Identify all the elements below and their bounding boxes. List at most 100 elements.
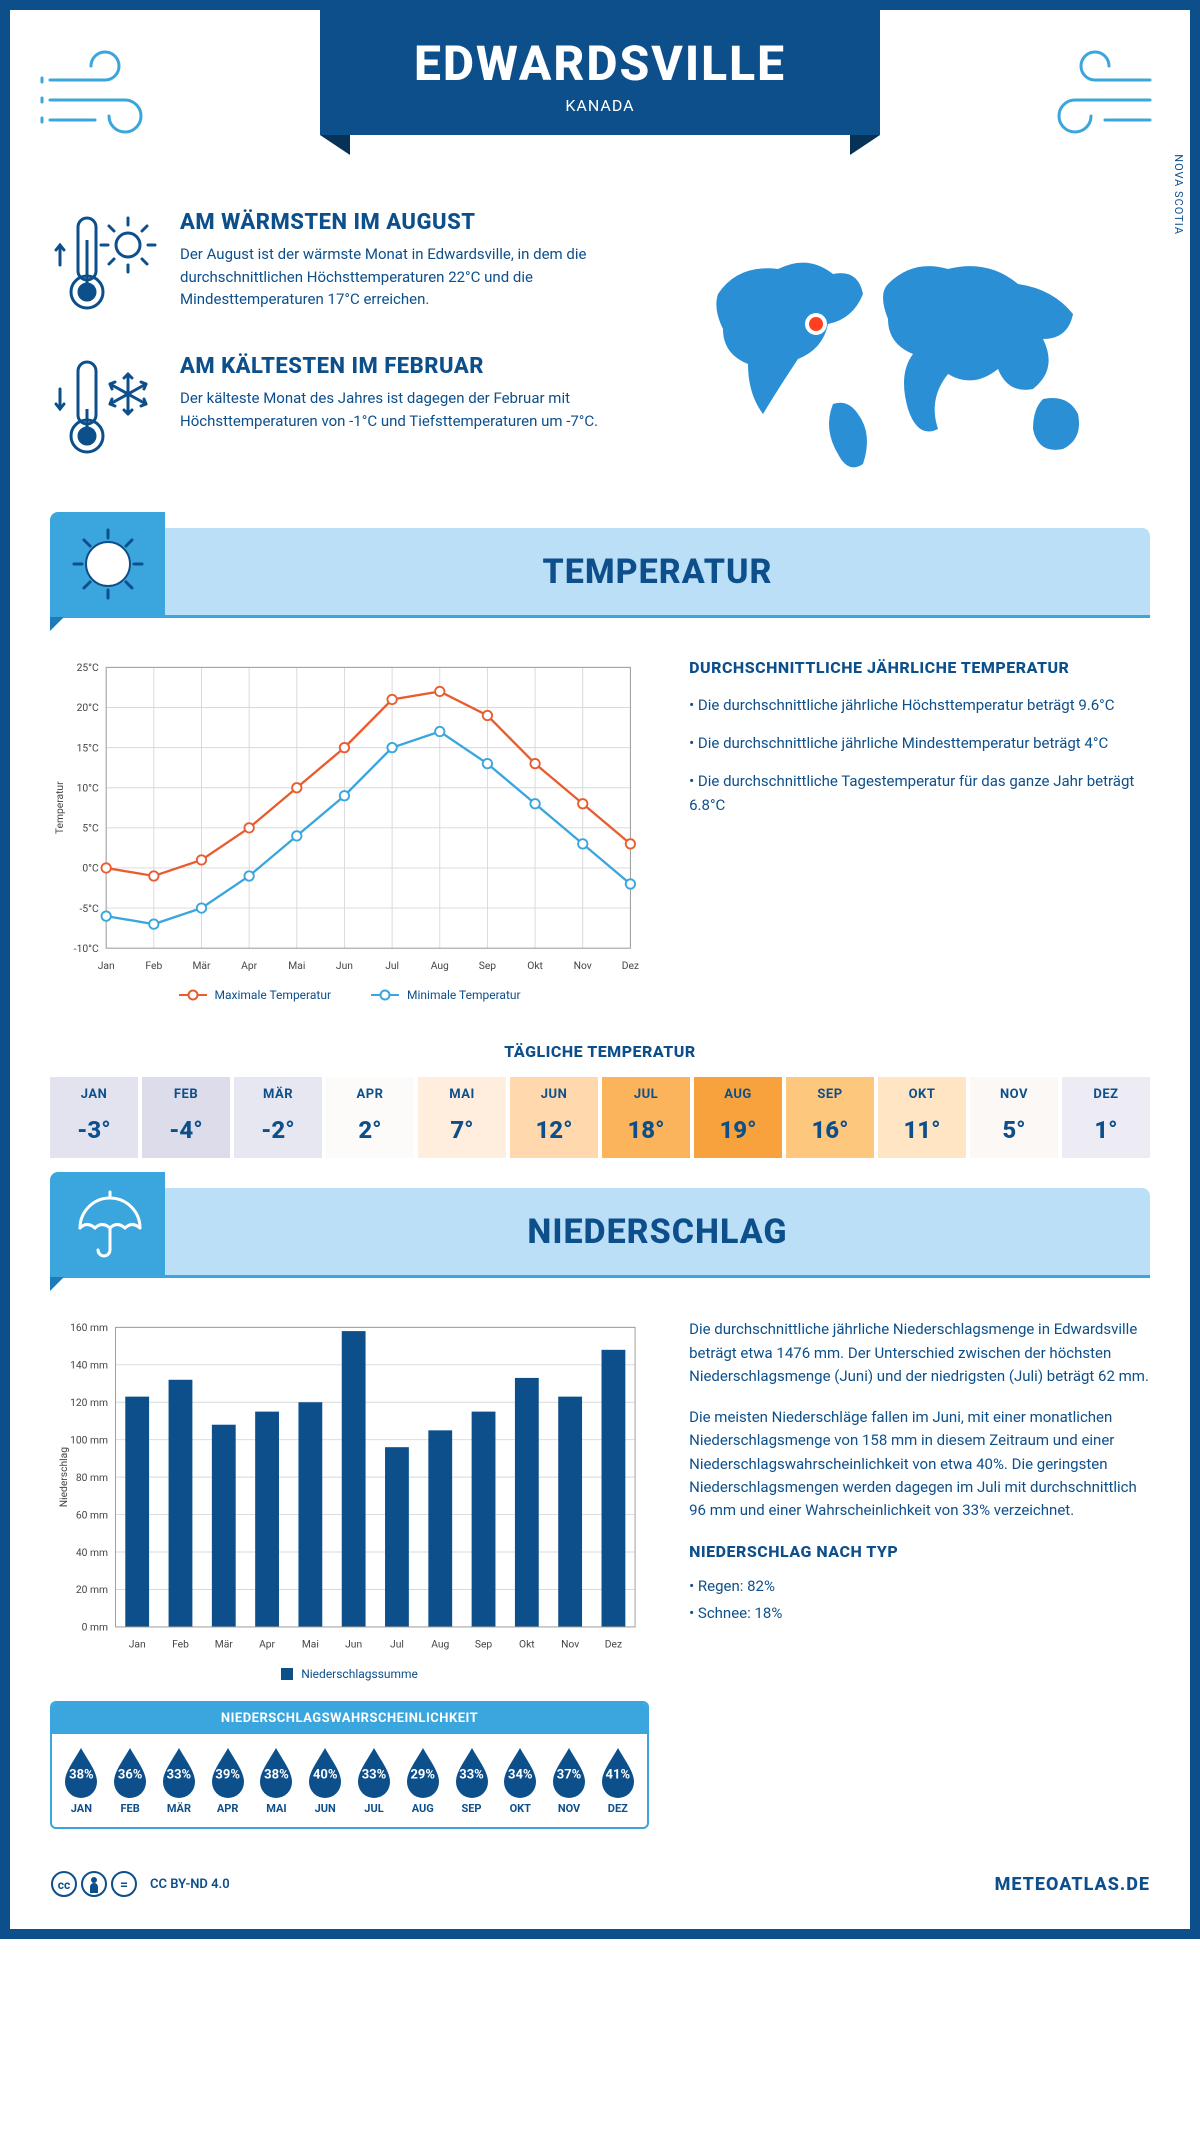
svg-text:100 mm: 100 mm [70, 1434, 108, 1447]
legend-min: Minimale Temperatur [371, 988, 521, 1002]
country-subtitle: KANADA [320, 96, 880, 115]
svg-text:Jan: Jan [129, 1638, 146, 1651]
wind-icon [1030, 40, 1160, 150]
infographic-page: EDWARDSVILLE KANADA [0, 0, 1200, 1939]
daily-cell: AUG19° [694, 1077, 782, 1158]
daily-title: TÄGLICHE TEMPERATUR [50, 1042, 1150, 1061]
cold-title: AM KÄLTESTEN IM FEBRUAR [180, 354, 605, 379]
svg-text:cc: cc [58, 1878, 71, 1892]
daily-cell: JUL18° [602, 1077, 690, 1158]
svg-text:Aug: Aug [431, 1638, 449, 1651]
svg-text:Mai: Mai [302, 1638, 319, 1651]
cold-text: Der kälteste Monat des Jahres ist dagege… [180, 387, 605, 432]
thermometer-cold-icon [50, 354, 160, 468]
world-map: NOVA SCOTIA 46° 9' 23'' N — 60° 13' 50''… [645, 210, 1150, 498]
svg-text:120 mm: 120 mm [70, 1396, 108, 1409]
section-title: TEMPERATUR [165, 552, 1150, 592]
legend-precip: Niederschlagssumme [281, 1667, 418, 1681]
svg-text:40 mm: 40 mm [76, 1546, 108, 1559]
section-header-precipitation: NIEDERSCHLAG [50, 1188, 1150, 1278]
svg-text:20°C: 20°C [77, 701, 99, 714]
warm-title: AM WÄRMSTEN IM AUGUST [180, 210, 605, 235]
svg-text:Nov: Nov [574, 959, 592, 972]
license: cc = CC BY-ND 4.0 [50, 1869, 230, 1899]
daily-cell: JAN-3° [50, 1077, 138, 1158]
svg-text:25°C: 25°C [77, 661, 99, 674]
thermometer-hot-icon [50, 210, 160, 324]
section-title: NIEDERSCHLAG [165, 1212, 1150, 1252]
probability-item: 40%JUN [302, 1746, 349, 1815]
probability-item: 34%OKT [497, 1746, 544, 1815]
daily-cell: JUN12° [510, 1077, 598, 1158]
svg-text:Mai: Mai [288, 959, 305, 972]
title-banner: EDWARDSVILLE KANADA [320, 10, 880, 135]
intro-row: AM WÄRMSTEN IM AUGUST Der August ist der… [50, 210, 1150, 498]
svg-text:Jan: Jan [98, 959, 115, 972]
probability-item: 29%AUG [399, 1746, 446, 1815]
probability-item: 38%MAI [253, 1746, 300, 1815]
daily-cell: MAI7° [418, 1077, 506, 1158]
svg-text:Dez: Dez [605, 1638, 622, 1651]
cold-block: AM KÄLTESTEN IM FEBRUAR Der kälteste Mon… [50, 354, 605, 468]
wind-icon [40, 40, 170, 150]
probability-title: NIEDERSCHLAGSWAHRSCHEINLICHKEIT [52, 1703, 647, 1734]
daily-cell: NOV5° [970, 1077, 1058, 1158]
footer: cc = CC BY-ND 4.0 METEOATLAS.DE [50, 1869, 1150, 1899]
probability-item: 33%MÄR [156, 1746, 203, 1815]
svg-text:Okt: Okt [519, 1638, 535, 1651]
region-label: NOVA SCOTIA [1172, 154, 1185, 235]
svg-text:15°C: 15°C [77, 741, 99, 754]
svg-text:80 mm: 80 mm [76, 1471, 108, 1484]
svg-text:Jun: Jun [336, 959, 353, 972]
site-link[interactable]: METEOATLAS.DE [995, 1874, 1150, 1895]
svg-text:0°C: 0°C [82, 862, 99, 875]
warm-block: AM WÄRMSTEN IM AUGUST Der August ist der… [50, 210, 605, 324]
probability-item: 33%JUL [351, 1746, 398, 1815]
svg-text:Nov: Nov [561, 1638, 579, 1651]
svg-text:10°C: 10°C [77, 781, 99, 794]
svg-text:5°C: 5°C [82, 822, 99, 835]
svg-text:Jul: Jul [390, 1638, 404, 1651]
svg-text:Mär: Mär [215, 1638, 234, 1651]
daily-cell: MÄR-2° [234, 1077, 322, 1158]
city-title: EDWARDSVILLE [320, 35, 880, 92]
svg-text:Jun: Jun [345, 1638, 362, 1651]
probability-item: 36%FEB [107, 1746, 154, 1815]
svg-text:Feb: Feb [145, 959, 162, 972]
daily-cell: APR2° [326, 1077, 414, 1158]
svg-text:Feb: Feb [172, 1638, 189, 1651]
svg-text:Aug: Aug [431, 959, 449, 972]
svg-text:-5°C: -5°C [80, 902, 99, 915]
probability-item: 38%JAN [58, 1746, 105, 1815]
svg-text:Temperatur: Temperatur [53, 781, 66, 834]
svg-text:Sep: Sep [479, 959, 497, 972]
svg-text:Okt: Okt [527, 959, 543, 972]
svg-text:160 mm: 160 mm [70, 1321, 108, 1334]
svg-text:Dez: Dez [622, 959, 639, 972]
cc-icons: cc = [50, 1869, 140, 1899]
svg-text:60 mm: 60 mm [76, 1509, 108, 1522]
daily-cell: FEB-4° [142, 1077, 230, 1158]
probability-item: 41%DEZ [594, 1746, 641, 1815]
svg-text:Apr: Apr [241, 959, 257, 972]
section-header-temperature: TEMPERATUR [50, 528, 1150, 618]
svg-text:Niederschlag: Niederschlag [57, 1447, 70, 1507]
temperature-chart: -10°C-5°C0°C5°C10°C15°C20°C25°CJanFebMär… [50, 658, 649, 1002]
svg-text:20 mm: 20 mm [76, 1583, 108, 1596]
precipitation-chart: 0 mm 20 mm 40 mm 60 mm 80 mm 100 mm 120 mm 140 … [50, 1318, 649, 1655]
svg-text:140 mm: 140 mm [70, 1359, 108, 1372]
probability-item: 33%SEP [448, 1746, 495, 1815]
sun-icon [50, 512, 165, 617]
temp-info-heading: DURCHSCHNITTLICHE JÄHRLICHE TEMPERATUR [689, 658, 1150, 677]
daily-cell: SEP16° [786, 1077, 874, 1158]
probability-item: 37%NOV [546, 1746, 593, 1815]
daily-cell: OKT11° [878, 1077, 966, 1158]
daily-cell: DEZ1° [1062, 1077, 1150, 1158]
probability-item: 39%APR [204, 1746, 251, 1815]
svg-text:Apr: Apr [259, 1638, 275, 1651]
svg-text:0 mm: 0 mm [82, 1621, 108, 1634]
precipitation-summary: Die durchschnittliche jährliche Niedersc… [689, 1318, 1150, 1829]
legend-max: Maximale Temperatur [179, 988, 331, 1002]
daily-temperature-grid: JAN-3°FEB-4°MÄR-2°APR2°MAI7°JUN12°JUL18°… [50, 1077, 1150, 1158]
header-area: EDWARDSVILLE KANADA [50, 10, 1150, 190]
